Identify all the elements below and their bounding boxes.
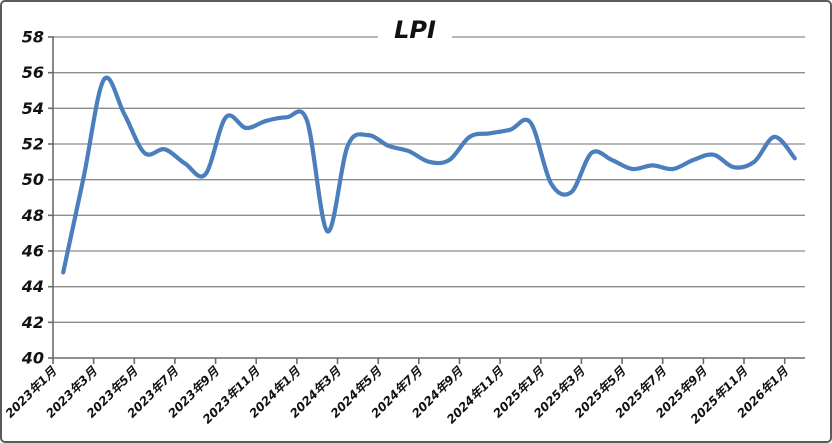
y-tick-label: 46 — [21, 242, 44, 261]
y-tick-label: 48 — [21, 206, 44, 225]
y-axis: 40 42 44 46 48 50 52 54 56 58 — [21, 28, 54, 368]
chart-title: LPI — [394, 16, 436, 44]
y-tick-label: 42 — [21, 313, 44, 332]
gridlines — [53, 36, 805, 323]
y-tick-label: 50 — [22, 170, 44, 189]
y-tick-label: 58 — [22, 28, 44, 47]
lpi-series-line — [61, 75, 797, 275]
y-tick-label: 56 — [22, 63, 44, 82]
y-tick-label: 54 — [22, 99, 44, 118]
chart-title-background — [378, 13, 452, 40]
y-tick-label: 40 — [21, 349, 44, 368]
y-tick-label: 44 — [21, 277, 44, 296]
y-tick-label: 52 — [22, 135, 44, 154]
